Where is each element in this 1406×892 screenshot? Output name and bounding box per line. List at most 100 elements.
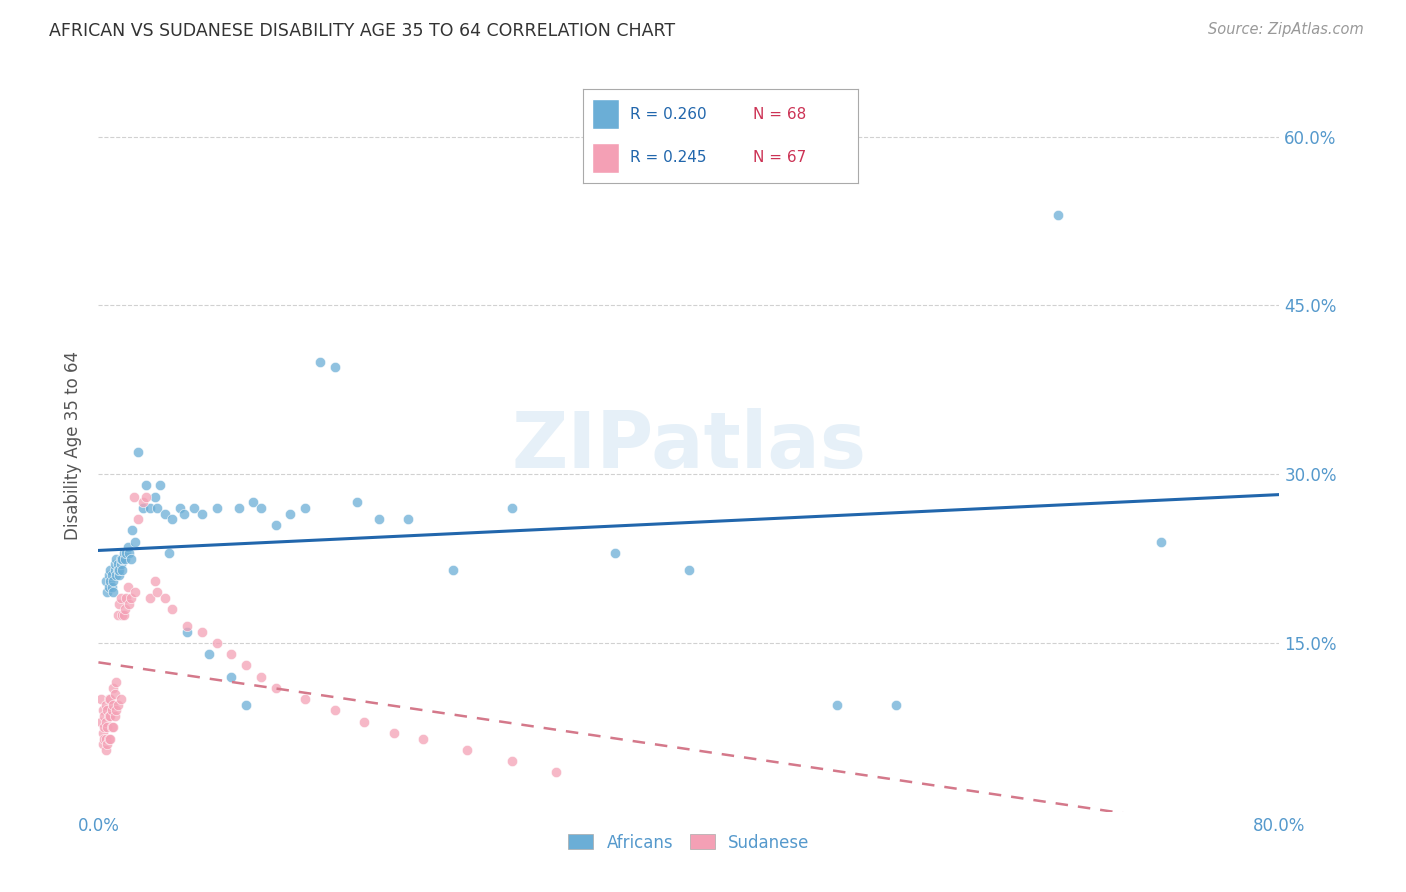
Point (110, 557, 132, 571)
Point (235, 658, 257, 673)
Point (98, 731, 121, 746)
Point (96, 703, 118, 717)
Point (114, 602, 136, 616)
Point (90, 692, 112, 706)
Point (264, 517, 287, 532)
Point (120, 551, 142, 566)
Point (323, 703, 346, 717)
Point (546, 765, 568, 780)
Point (825, 698, 848, 712)
Point (368, 512, 391, 526)
Point (107, 607, 129, 622)
Point (153, 507, 176, 521)
Point (98, 709, 121, 723)
Y-axis label: Disability Age 35 to 64: Disability Age 35 to 64 (65, 351, 83, 541)
Point (104, 557, 127, 571)
Text: R = 0.245: R = 0.245 (630, 150, 707, 165)
Point (127, 444, 149, 458)
Point (96, 737, 118, 751)
Point (457, 743, 479, 757)
Point (120, 591, 142, 605)
Point (105, 703, 128, 717)
Point (118, 597, 141, 611)
Point (169, 500, 191, 515)
Point (221, 647, 243, 661)
Point (176, 619, 198, 633)
Point (162, 512, 183, 526)
Text: Source: ZipAtlas.com: Source: ZipAtlas.com (1208, 22, 1364, 37)
Point (103, 681, 125, 695)
Point (250, 670, 273, 684)
Point (162, 602, 183, 616)
Point (501, 754, 523, 768)
Point (412, 731, 434, 746)
Point (294, 692, 316, 706)
Point (323, 360, 346, 375)
Point (108, 563, 131, 577)
Point (264, 681, 287, 695)
Point (198, 647, 221, 661)
Point (111, 607, 134, 622)
Point (98, 692, 121, 706)
Point (157, 546, 180, 560)
Point (98, 563, 121, 577)
Point (118, 546, 141, 560)
Point (97, 692, 120, 706)
Point (250, 500, 273, 515)
Point (441, 563, 464, 577)
Point (100, 580, 122, 594)
Point (94, 743, 117, 757)
Point (97, 580, 120, 594)
Point (103, 574, 125, 588)
Point (103, 698, 125, 712)
Point (107, 563, 129, 577)
Point (104, 563, 127, 577)
Point (143, 574, 166, 588)
Text: R = 0.260: R = 0.260 (630, 107, 707, 122)
Point (110, 551, 132, 566)
Point (94, 574, 117, 588)
Point (135, 490, 157, 504)
Point (98, 574, 121, 588)
Point (97, 709, 120, 723)
Point (153, 591, 176, 605)
Point (100, 720, 122, 734)
Point (114, 551, 136, 566)
Point (91, 726, 114, 740)
Point (103, 720, 125, 734)
Point (104, 687, 127, 701)
Point (235, 698, 257, 712)
Point (107, 698, 129, 712)
Point (93, 731, 115, 746)
FancyBboxPatch shape (592, 143, 619, 173)
Point (1150, 534, 1173, 549)
Point (346, 495, 368, 509)
Point (183, 500, 205, 515)
Point (96, 585, 118, 599)
Point (103, 585, 125, 599)
Point (100, 568, 122, 582)
Point (135, 478, 157, 492)
Point (124, 534, 146, 549)
Point (111, 563, 134, 577)
Point (96, 720, 118, 734)
Point (110, 591, 132, 605)
Point (132, 495, 155, 509)
Point (205, 636, 228, 650)
Point (112, 546, 135, 560)
Point (149, 478, 172, 492)
Point (91, 737, 114, 751)
Point (228, 500, 250, 515)
Point (117, 580, 139, 594)
Point (143, 490, 166, 504)
Point (309, 354, 332, 368)
Point (127, 512, 149, 526)
Point (176, 624, 198, 639)
Point (111, 551, 134, 566)
Point (884, 698, 907, 712)
Legend: Africans, Sudanese: Africans, Sudanese (561, 827, 817, 858)
Point (90, 714, 112, 729)
Point (678, 563, 700, 577)
Point (398, 512, 420, 526)
Point (94, 731, 117, 746)
